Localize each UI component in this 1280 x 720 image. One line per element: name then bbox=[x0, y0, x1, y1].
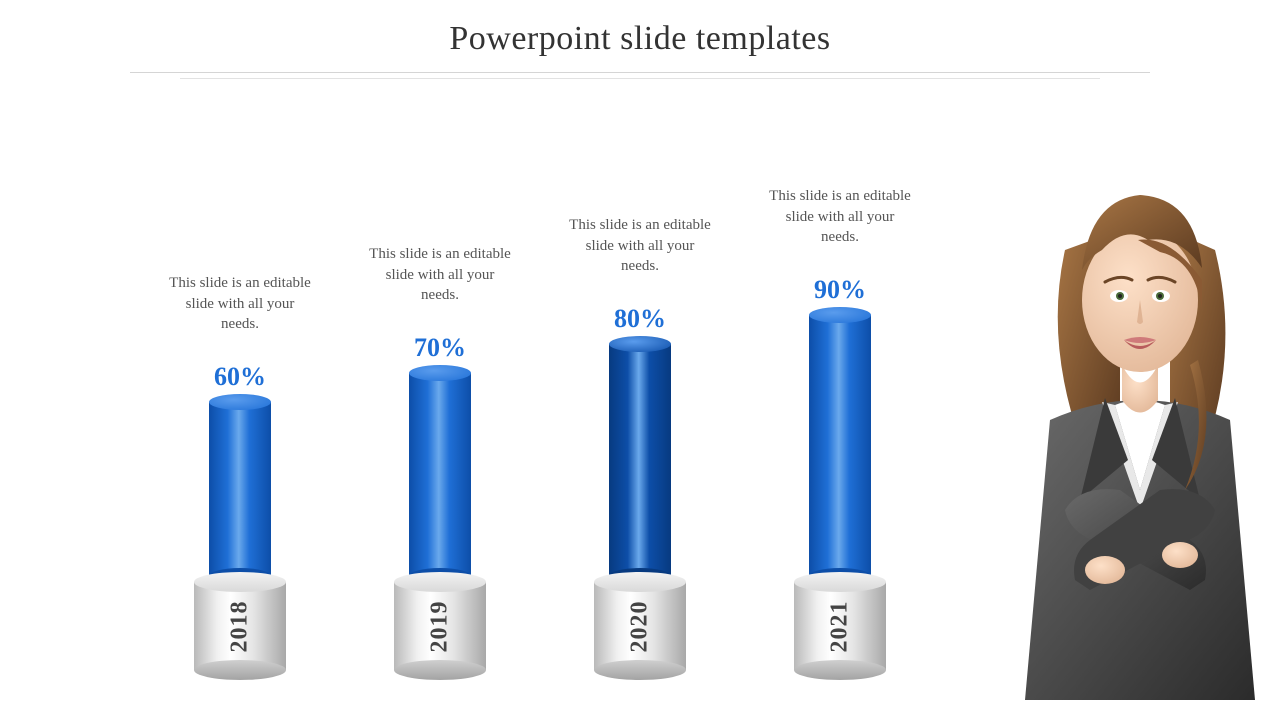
cylinder-bar bbox=[809, 315, 871, 576]
chart-column: This slide is an editable slide with all… bbox=[580, 215, 700, 670]
cylinder-base: 2018 bbox=[194, 582, 286, 670]
percent-label: 70% bbox=[414, 333, 466, 363]
cylinder-bar bbox=[609, 344, 671, 576]
business-woman-avatar bbox=[1010, 140, 1270, 705]
cylinder-bar bbox=[409, 373, 471, 576]
column-caption: This slide is an editable slide with all… bbox=[565, 215, 715, 276]
chart-column: This slide is an editable slide with all… bbox=[380, 244, 500, 670]
percent-label: 60% bbox=[214, 362, 266, 392]
title-rule-inner bbox=[180, 78, 1100, 79]
column-caption: This slide is an editable slide with all… bbox=[365, 244, 515, 305]
cylinder-bar-chart: This slide is an editable slide with all… bbox=[130, 100, 960, 670]
column-caption: This slide is an editable slide with all… bbox=[765, 186, 915, 247]
year-label: 2019 bbox=[427, 600, 454, 652]
cylinder-bar bbox=[209, 402, 271, 576]
title-area: Powerpoint slide templates bbox=[0, 20, 1280, 79]
cylinder-base: 2020 bbox=[594, 582, 686, 670]
percent-label: 80% bbox=[614, 304, 666, 334]
cylinder-base: 2019 bbox=[394, 582, 486, 670]
slide-root: Powerpoint slide templates This slide is… bbox=[0, 0, 1280, 720]
slide-title: Powerpoint slide templates bbox=[0, 20, 1280, 58]
year-label: 2021 bbox=[827, 600, 854, 652]
chart-column: This slide is an editable slide with all… bbox=[780, 186, 900, 670]
cylinder-base: 2021 bbox=[794, 582, 886, 670]
column-caption: This slide is an editable slide with all… bbox=[165, 273, 315, 334]
year-label: 2020 bbox=[627, 600, 654, 652]
year-label: 2018 bbox=[227, 600, 254, 652]
chart-column: This slide is an editable slide with all… bbox=[180, 273, 300, 670]
percent-label: 90% bbox=[814, 275, 866, 305]
title-rule-outer bbox=[130, 72, 1150, 73]
